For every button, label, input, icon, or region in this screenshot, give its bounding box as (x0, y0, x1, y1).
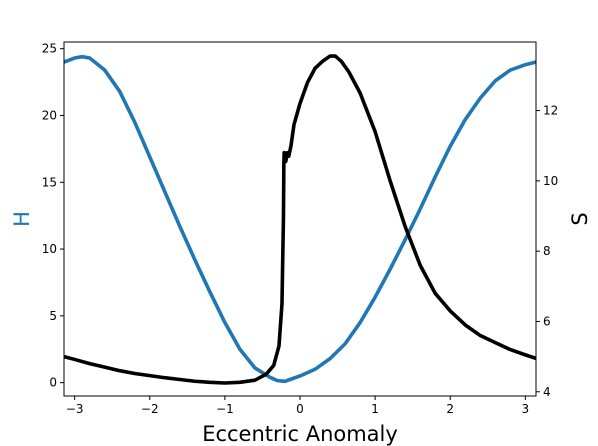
right-y-axis-label: S (568, 212, 592, 225)
left-y-tick-label: 20 (42, 108, 57, 122)
x-tick-label: 0 (296, 402, 304, 416)
x-tick-label: −2 (141, 402, 159, 416)
left-y-tick-label: 10 (42, 242, 57, 256)
right-y-tick-label: 10 (543, 174, 558, 188)
x-axis-label: Eccentric Anomaly (202, 422, 398, 446)
right-y-tick-label: 12 (543, 104, 558, 118)
x-tick-label: 3 (522, 402, 530, 416)
plot-frame (63, 41, 537, 397)
right-y-tick-label: 8 (543, 244, 551, 258)
x-tick-label: −3 (66, 402, 84, 416)
left-y-tick-label: 15 (42, 175, 57, 189)
series-line-h (64, 54, 536, 384)
right-y-tick-label: 4 (543, 385, 551, 399)
left-y-axis-label: H (10, 211, 34, 227)
x-tick-label: 1 (371, 402, 379, 416)
series-line-s (64, 54, 536, 385)
x-tick-label: 2 (446, 402, 454, 416)
left-y-tick-label: 25 (42, 42, 57, 56)
left-y-tick-label: 5 (49, 309, 57, 323)
right-y-tick-label: 6 (543, 314, 551, 328)
left-y-tick-label: 0 (49, 376, 57, 390)
x-tick-label: −1 (216, 402, 234, 416)
series-layer (64, 54, 536, 385)
